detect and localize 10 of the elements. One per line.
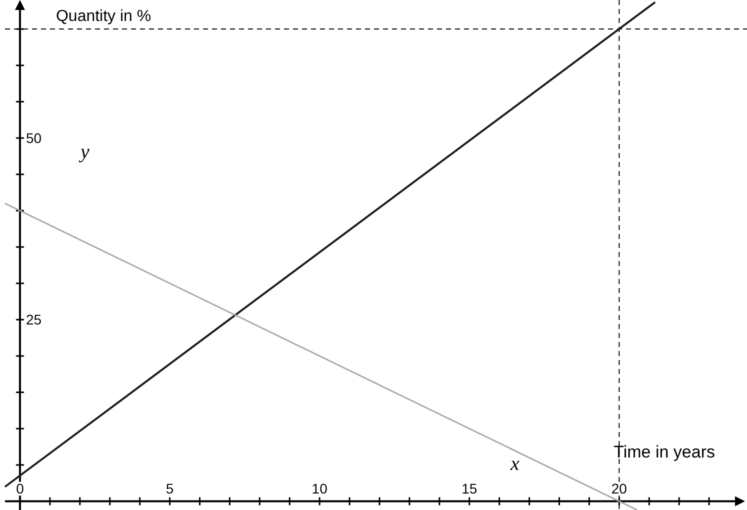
x-tick-label: 15 (462, 480, 478, 496)
x-axis-title: Time in years (614, 442, 715, 462)
x-tick-label: 20 (611, 480, 628, 496)
x-tick-label: 10 (312, 480, 328, 496)
annotation: x (510, 453, 520, 475)
annotation: y (78, 141, 90, 163)
y-axis-title: Quantity in % (56, 8, 152, 25)
y-tick-label: 25 (26, 312, 42, 328)
x-tick-label: 5 (166, 480, 174, 496)
y-tick-label: 50 (26, 130, 42, 146)
